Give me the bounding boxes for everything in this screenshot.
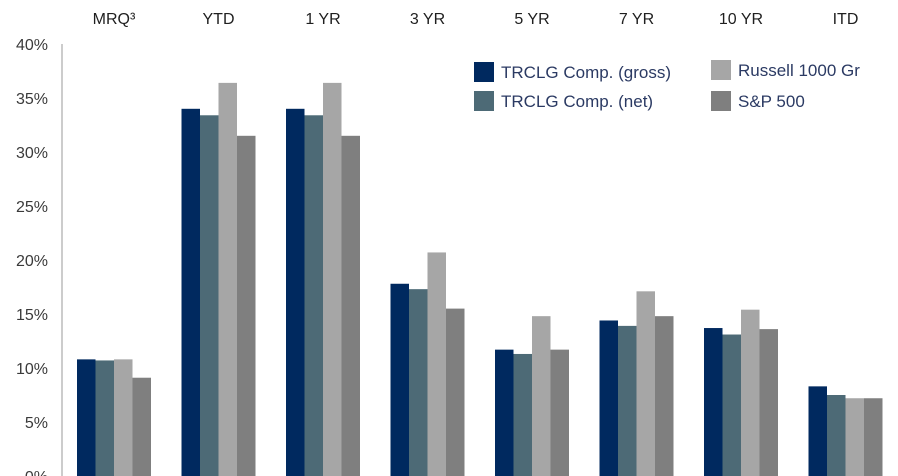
- bar: [409, 289, 428, 476]
- bar: [845, 398, 864, 476]
- y-tick-label: 30%: [16, 145, 48, 162]
- category-label: YTD: [203, 11, 235, 28]
- y-tick-label: 25%: [16, 199, 48, 216]
- y-tick-label: 40%: [16, 37, 48, 54]
- y-tick-label: 10%: [16, 361, 48, 378]
- bar: [704, 328, 723, 476]
- bar: [200, 115, 219, 476]
- bar: [95, 360, 114, 476]
- bar: [446, 308, 465, 476]
- bar: [286, 108, 305, 476]
- bar: [427, 252, 446, 476]
- category-label: 10 YR: [719, 11, 763, 28]
- bar: [513, 353, 532, 476]
- bars: [77, 82, 883, 476]
- bar: [77, 359, 96, 476]
- y-tick-label: 5%: [25, 415, 48, 432]
- bar: [655, 316, 674, 476]
- bar: [722, 334, 741, 476]
- category-label: 7 YR: [619, 11, 654, 28]
- category-label: 3 YR: [410, 11, 445, 28]
- bar: [114, 359, 133, 476]
- bar: [636, 291, 655, 476]
- bar: [390, 283, 409, 476]
- bar: [532, 316, 551, 476]
- category-label: MRQ³: [93, 11, 136, 28]
- legend-label: S&P 500: [738, 92, 805, 111]
- bar: [808, 386, 827, 476]
- bar: [618, 325, 637, 476]
- bar: [827, 395, 846, 476]
- legend-swatch: [474, 91, 494, 111]
- y-tick-label: 20%: [16, 253, 48, 270]
- bar: [341, 135, 360, 476]
- bar: [599, 320, 618, 476]
- legend-label: TRCLG Comp. (gross): [501, 63, 671, 82]
- y-tick-label: 15%: [16, 307, 48, 324]
- y-axis: 0% 5% 10% 15% 20% 25% 30% 35% 40%: [16, 37, 63, 476]
- bar: [550, 349, 569, 476]
- legend-label: Russell 1000 Gr: [738, 61, 860, 80]
- bar: [323, 82, 342, 476]
- bar: [304, 115, 323, 476]
- category-label: 5 YR: [514, 11, 549, 28]
- category-label: ITD: [833, 11, 859, 28]
- category-label: 1 YR: [305, 11, 340, 28]
- bar: [864, 398, 883, 476]
- bar: [759, 329, 778, 476]
- bar: [181, 108, 200, 476]
- bar: [741, 309, 760, 476]
- bar: [495, 349, 514, 476]
- bar: [218, 82, 237, 476]
- legend-swatch: [474, 62, 494, 82]
- legend-swatch: [711, 60, 731, 80]
- legend-swatch: [711, 91, 731, 111]
- y-tick-label: 0%: [25, 469, 48, 476]
- legend-label: TRCLG Comp. (net): [501, 92, 653, 111]
- y-tick-label: 35%: [16, 91, 48, 108]
- category-axis: MRQ³ YTD 1 YR 3 YR 5 YR 7 YR 10 YR ITD: [93, 11, 859, 28]
- bar: [237, 135, 256, 476]
- bar: [132, 377, 151, 476]
- legend: TRCLG Comp. (gross) TRCLG Comp. (net) Russ…: [474, 60, 860, 111]
